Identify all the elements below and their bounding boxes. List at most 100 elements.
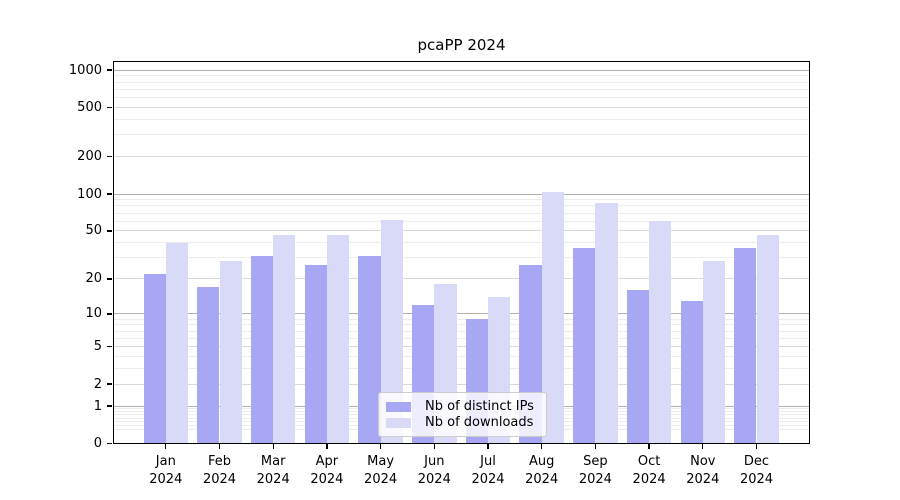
x-tick-mark <box>541 443 543 449</box>
legend-item-distinct-ips: Nb of distinct IPs <box>386 399 538 414</box>
gridline-major <box>113 69 810 71</box>
bar-downloads <box>541 192 564 444</box>
bar-downloads <box>219 261 242 444</box>
bar-distinct-ips <box>573 248 596 444</box>
bar-distinct-ips <box>197 287 220 444</box>
y-tick-label: 50 <box>85 223 102 239</box>
y-tick-mark <box>106 156 112 158</box>
y-tick-mark <box>106 345 112 348</box>
x-tick-label: Apr 2024 <box>310 453 344 487</box>
bar-distinct-ips <box>680 300 703 444</box>
y-tick-label: 2 <box>93 376 102 392</box>
gridline-minor <box>113 88 810 90</box>
x-tick-mark <box>272 443 274 449</box>
x-tick-label: Aug 2024 <box>525 453 559 487</box>
x-tick-mark <box>487 443 489 449</box>
gridline-minor <box>113 330 810 332</box>
y-tick-mark <box>106 230 112 232</box>
bar-distinct-ips <box>250 256 274 444</box>
bar-downloads <box>326 235 350 444</box>
gridline-minor <box>113 75 810 77</box>
x-tick-mark <box>165 443 167 449</box>
y-tick-label: 0 <box>93 436 102 451</box>
bar-distinct-ips <box>734 248 757 444</box>
y-tick-label: 200 <box>77 149 102 165</box>
y-tick-label: 100 <box>77 186 102 202</box>
gridline-mid <box>113 230 810 232</box>
x-tick-label: Mar 2024 <box>256 453 290 487</box>
legend-label-distinct-ips: Nb of distinct IPs <box>425 399 534 414</box>
gridline-minor <box>113 118 810 120</box>
y-tick-mark <box>106 313 112 315</box>
plot-area <box>113 61 810 444</box>
y-tick-mark <box>106 193 112 195</box>
x-tick-label: May 2024 <box>364 453 398 487</box>
gridline-minor <box>113 324 810 326</box>
y-tick-label: 5 <box>93 339 102 355</box>
gridline-minor <box>113 212 810 214</box>
gridline-minor <box>113 368 810 370</box>
gridline-mid <box>113 346 810 348</box>
y-tick-mark <box>106 106 112 109</box>
bar-distinct-ips <box>304 265 327 444</box>
bar-downloads <box>380 219 403 444</box>
y-tick-label: 10 <box>85 306 102 322</box>
x-tick-mark <box>379 443 382 449</box>
legend-swatch-downloads <box>386 417 411 428</box>
bar-downloads <box>595 202 618 444</box>
x-tick-label: Jul 2024 <box>471 453 505 487</box>
x-tick-label: Sep 2024 <box>578 453 612 487</box>
gridline-major <box>113 193 810 195</box>
x-tick-label: Jan 2024 <box>149 453 183 487</box>
bar-distinct-ips <box>143 274 166 444</box>
bar-downloads <box>756 235 779 444</box>
y-tick-mark <box>106 69 112 71</box>
x-tick-label: Dec 2024 <box>739 453 774 487</box>
x-tick-label: Jun 2024 <box>417 453 451 487</box>
legend-item-downloads: Nb of downloads <box>386 415 538 430</box>
x-tick-mark <box>648 443 650 449</box>
legend: Nb of distinct IPs Nb of downloads <box>378 392 547 437</box>
x-tick-mark <box>755 443 758 449</box>
gridline-minor <box>113 97 810 99</box>
legend-label-downloads: Nb of downloads <box>425 415 534 430</box>
gridline-minor <box>113 81 810 83</box>
x-tick-mark <box>433 443 435 449</box>
gridline-mid <box>113 383 810 385</box>
bar-downloads <box>649 221 672 444</box>
x-tick-label: Oct 2024 <box>632 453 666 487</box>
x-tick-mark <box>702 443 704 449</box>
gridline-mid <box>113 106 810 108</box>
bar-distinct-ips <box>358 256 381 444</box>
bar-downloads <box>702 261 726 444</box>
x-tick-label: Nov 2024 <box>686 453 720 487</box>
y-tick-label: 500 <box>77 99 102 115</box>
gridline-minor <box>113 205 810 207</box>
bar-downloads <box>165 242 189 444</box>
y-tick-label: 1 <box>93 398 102 414</box>
x-tick-mark <box>218 443 221 449</box>
bar-distinct-ips <box>626 290 650 444</box>
legend-swatch-distinct-ips <box>386 401 411 412</box>
y-tick-mark <box>106 405 112 407</box>
gridline-minor <box>113 199 810 201</box>
y-tick-label: 1000 <box>68 62 102 78</box>
gridline-minor <box>113 337 810 339</box>
x-tick-label: Feb 2024 <box>202 453 237 487</box>
gridline-mid <box>113 156 810 158</box>
gridline-minor <box>113 257 810 259</box>
gridline-mid <box>113 278 810 280</box>
bar-downloads <box>273 235 296 444</box>
gridline-minor <box>113 220 810 222</box>
gridline-minor <box>113 242 810 244</box>
y-tick-mark <box>106 442 112 445</box>
gridline-major <box>113 313 810 315</box>
y-tick-label: 20 <box>85 271 102 287</box>
y-tick-mark <box>106 278 112 280</box>
gridline-minor <box>113 318 810 320</box>
y-tick-mark <box>106 383 112 385</box>
x-tick-mark <box>594 443 597 449</box>
gridline-minor <box>113 134 810 136</box>
x-tick-mark <box>326 443 328 449</box>
